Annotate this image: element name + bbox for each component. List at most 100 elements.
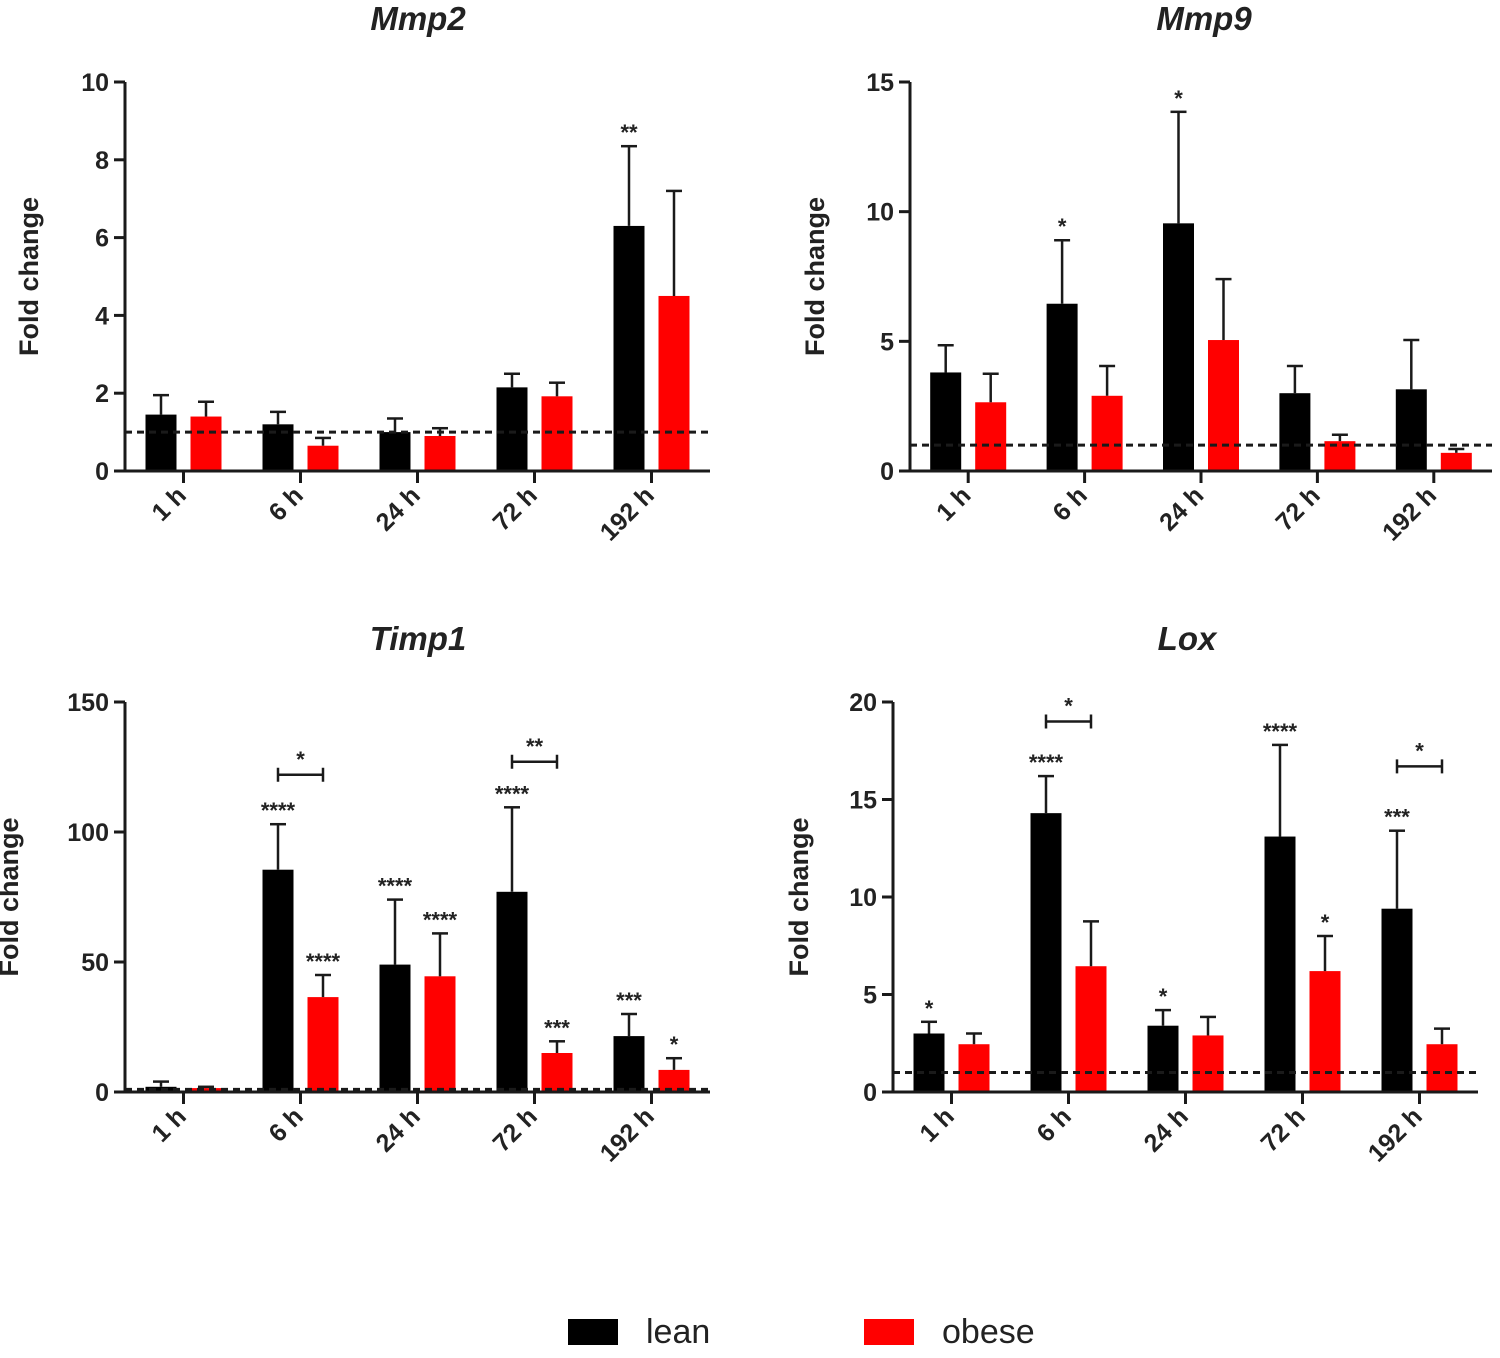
mmp9-y-tick-label-3: 15 [866, 69, 894, 97]
lox-x-tick-label-1: 6 h [1031, 1102, 1076, 1147]
mmp9-bar-obese-2 [1208, 340, 1239, 471]
lox-bar-lean-1 [1030, 813, 1062, 1092]
mmp9-x-tick-label-4: 192 h [1377, 481, 1442, 546]
timp1-bar-lean-1 [262, 869, 294, 1092]
lox-y-tick-label-1: 5 [863, 982, 877, 1010]
timp1-bracket-0 [276, 767, 325, 782]
timp1-bar-lean-2 [379, 964, 411, 1092]
lox-bar-obese-2 [1192, 1035, 1224, 1092]
mmp9-x-tick-label-3: 72 h [1270, 481, 1325, 536]
mmp2-y-tick-label-5: 10 [81, 69, 109, 97]
mmp9-significance-0: * [1058, 214, 1067, 239]
timp1-significance-2: **** [378, 874, 413, 899]
timp1-significance-5: *** [544, 1015, 570, 1040]
lox-significance-5: *** [1384, 805, 1410, 830]
timp1-x-tick-label-1: 6 h [263, 1102, 308, 1147]
mmp9-significance-1: * [1174, 86, 1183, 111]
mmp2-x-tick-label-3: 72 h [488, 481, 543, 536]
lox-y-tick-label-0: 0 [863, 1079, 877, 1107]
lox-x-tick-label-0: 1 h [914, 1102, 959, 1147]
timp1-x-tick-label-0: 1 h [146, 1102, 191, 1147]
lox-bracket-label-1: * [1415, 738, 1424, 763]
mmp2-bar-obese-2 [424, 435, 456, 471]
mmp2-x-tick-label-0: 1 h [146, 481, 191, 526]
legend-item-lean: lean [568, 1312, 710, 1352]
mmp2-y-tick-label-2: 4 [95, 302, 109, 330]
mmp9-y-tick-label-0: 0 [880, 458, 894, 486]
lox-y-tick-label-4: 20 [849, 689, 877, 717]
timp1-significance-1: **** [306, 949, 341, 974]
mmp9-bar-lean-4 [1395, 389, 1427, 471]
mmp9-bar-lean-3 [1279, 393, 1311, 471]
mmp9-y-axis-label: Fold change [800, 197, 830, 356]
mmp2-bar-obese-3 [541, 396, 573, 471]
lox-y-tick-label-3: 15 [849, 787, 877, 815]
lox-significance-0: * [925, 996, 934, 1021]
mmp2-y-tick-label-1: 2 [95, 380, 109, 408]
timp1-significance-0: **** [261, 798, 296, 823]
lox-bracket-label-0: * [1064, 694, 1073, 719]
mmp2-bar-obese-4 [658, 295, 690, 471]
lox-bar-obese-4 [1426, 1044, 1458, 1092]
mmp9-bar-obese-0 [975, 402, 1007, 471]
mmp2-bar-obese-1 [307, 445, 339, 471]
legend-swatch-obese [864, 1319, 914, 1345]
timp1-x-tick-label-3: 72 h [488, 1102, 543, 1157]
timp1-bar-obese-2 [424, 976, 456, 1092]
mmp9-bar-obese-4 [1440, 452, 1472, 471]
lox-bracket-1 [1395, 759, 1444, 774]
timp1-bar-obese-4 [658, 1069, 690, 1092]
mmp2-x-tick-label-2: 24 h [371, 481, 426, 536]
lox-x-tick-label-3: 72 h [1256, 1102, 1311, 1157]
mmp9-y-tick-label-2: 10 [866, 199, 894, 227]
timp1-bar-lean-4 [613, 1036, 645, 1092]
timp1-bar-obese-1 [307, 997, 339, 1092]
lox-y-axis-label: Fold change [784, 817, 814, 976]
mmp2-bar-lean-0 [145, 414, 177, 471]
mmp2-y-tick-label-0: 0 [95, 458, 109, 486]
mmp2-bar-lean-3 [496, 387, 528, 471]
timp1-significance-4: **** [495, 781, 530, 806]
mmp2-y-axis-label: Fold change [14, 197, 44, 356]
lox-bar-lean-3 [1264, 836, 1296, 1092]
mmp9-y-tick-label-1: 5 [880, 328, 894, 356]
mmp9-bar-lean-0 [930, 372, 962, 471]
legend-item-obese: obese [864, 1312, 1035, 1352]
mmp9-bar-lean-1 [1046, 303, 1078, 471]
mmp2-bar-lean-1 [262, 424, 294, 471]
lox-significance-3: **** [1263, 719, 1298, 744]
legend-label-lean: lean [646, 1313, 711, 1351]
mmp9-bar-obese-1 [1091, 395, 1123, 471]
lox-x-tick-label-4: 192 h [1363, 1102, 1428, 1167]
timp1-y-axis-label: Fold change [0, 817, 24, 976]
mmp9-x-tick-label-2: 24 h [1154, 481, 1209, 536]
timp1-y-tick-label-0: 0 [95, 1079, 109, 1107]
legend-swatch-lean [568, 1319, 618, 1345]
mmp2-bar-lean-2 [379, 432, 411, 471]
timp1-chart-title: Timp1 [370, 620, 467, 657]
lox-bracket-0 [1044, 714, 1093, 729]
mmp2-x-tick-label-4: 192 h [595, 481, 660, 546]
mmp2-y-tick-label-3: 6 [95, 225, 109, 253]
lox-bar-lean-0 [913, 1033, 945, 1092]
mmp2-y-tick-label-4: 8 [95, 147, 109, 175]
mmp9-x-tick-label-1: 6 h [1047, 481, 1092, 526]
mmp9-bar-lean-2 [1163, 223, 1194, 471]
timp1-bracket-label-1: ** [526, 734, 544, 759]
mmp2-bar-lean-4 [613, 225, 645, 471]
timp1-x-tick-label-4: 192 h [595, 1102, 660, 1167]
timp1-x-tick-label-2: 24 h [371, 1102, 426, 1157]
mmp9-bar-obese-3 [1324, 441, 1356, 471]
timp1-bar-lean-3 [496, 891, 528, 1092]
timp1-y-tick-label-2: 100 [67, 819, 109, 847]
timp1-y-tick-label-1: 50 [81, 949, 109, 977]
timp1-bar-obese-3 [541, 1053, 573, 1092]
mmp2-significance-0: ** [620, 120, 638, 145]
timp1-y-tick-label-3: 150 [67, 689, 109, 717]
mmp9-x-tick-label-0: 1 h [931, 481, 976, 526]
timp1-significance-6: *** [616, 988, 642, 1013]
mmp9-chart-title: Mmp9 [1156, 0, 1252, 37]
legend-label-obese: obese [942, 1313, 1035, 1351]
lox-significance-4: * [1321, 910, 1330, 935]
